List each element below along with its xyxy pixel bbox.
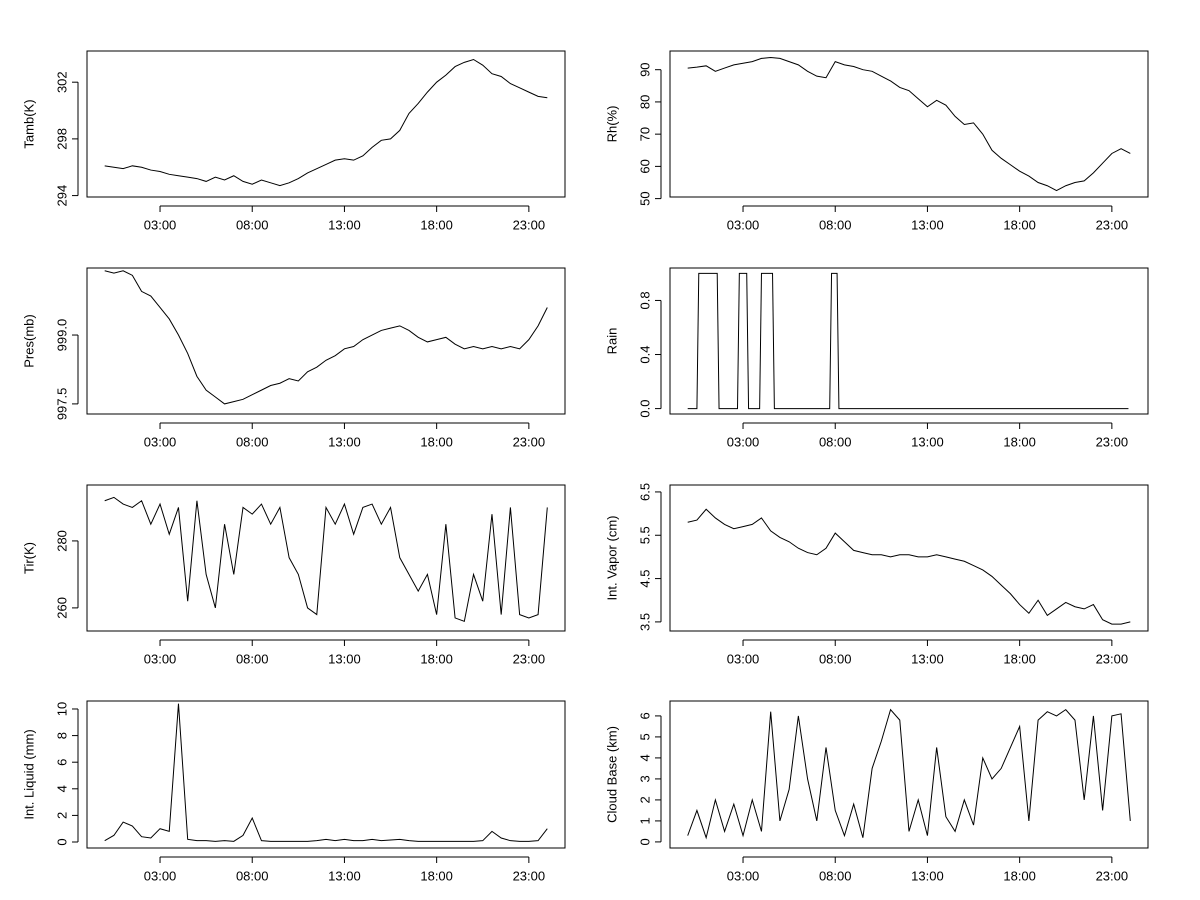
x-tick-label: 08:00 [819,868,852,883]
x-tick-label: 03:00 [727,217,760,232]
data-line [104,58,548,187]
data-line [687,708,1131,840]
y-tick-label: 5.5 [637,526,652,544]
x-tick-label: 03:00 [144,434,177,449]
y-tick-label: 50 [637,191,652,205]
x-tick-label: 03:00 [144,868,177,883]
y-axis-label: Int. Liquid (mm) [21,729,36,819]
data-line [687,272,1129,410]
x-tick-label: 08:00 [819,434,852,449]
data-line [687,508,1131,625]
y-tick-label: 0 [54,838,69,845]
y-tick-label: 260 [54,597,69,619]
y-tick-label: 997.5 [54,388,69,421]
x-tick-label: 03:00 [727,868,760,883]
x-tick-label: 18:00 [420,217,453,232]
x-tick-label: 13:00 [911,868,944,883]
y-tick-label: 0.8 [637,291,652,309]
y-axis-label: Pres(mb) [21,314,36,367]
y-axis-label: Rh(%) [604,106,619,143]
y-tick-label: 10 [54,702,69,716]
y-tick-label: 4 [54,785,69,792]
plot-box [86,700,566,849]
plot-box [669,484,1149,632]
x-tick-label: 23:00 [1096,434,1129,449]
y-tick-label: 90 [637,62,652,76]
data-line [104,270,548,405]
y-axis-label: Rain [604,328,619,355]
x-tick-label: 23:00 [513,434,546,449]
plot-box [669,267,1149,415]
x-tick-label: 13:00 [328,651,361,666]
y-tick-label: 70 [637,127,652,141]
x-tick-label: 13:00 [328,434,361,449]
y-tick-label: 2 [54,812,69,819]
x-tick-label: 18:00 [1003,868,1036,883]
x-tick-label: 23:00 [1096,868,1129,883]
x-tick-label: 03:00 [727,434,760,449]
y-tick-label: 5 [637,733,652,740]
x-tick-label: 13:00 [328,217,361,232]
x-tick-label: 08:00 [236,434,269,449]
x-tick-label: 18:00 [1003,217,1036,232]
data-line [687,56,1131,192]
x-tick-label: 08:00 [236,868,269,883]
x-tick-label: 23:00 [513,217,546,232]
x-tick-label: 23:00 [1096,217,1129,232]
x-tick-label: 18:00 [1003,434,1036,449]
plot-box [86,484,566,632]
y-tick-label: 6.5 [637,483,652,501]
y-tick-label: 3.5 [637,613,652,631]
data-line [104,703,548,842]
y-tick-label: 60 [637,159,652,173]
y-axis-label: Cloud Base (km) [604,726,619,823]
y-tick-label: 3 [637,775,652,782]
x-tick-label: 23:00 [513,868,546,883]
x-tick-label: 08:00 [236,651,269,666]
y-axis-label: Int. Vapor (cm) [604,515,619,600]
x-tick-label: 18:00 [1003,651,1036,666]
x-tick-label: 13:00 [911,434,944,449]
plot-box [86,267,566,415]
plot-box [669,50,1149,198]
y-tick-label: 298 [54,128,69,150]
y-tick-label: 0.4 [637,345,652,363]
plot-box [86,50,566,198]
x-tick-label: 23:00 [513,651,546,666]
x-tick-label: 08:00 [819,217,852,232]
x-tick-label: 08:00 [236,217,269,232]
x-tick-label: 03:00 [727,651,760,666]
y-tick-label: 8 [54,732,69,739]
y-tick-label: 6 [637,712,652,719]
x-tick-label: 23:00 [1096,651,1129,666]
x-tick-label: 03:00 [144,217,177,232]
y-tick-label: 6 [54,759,69,766]
y-tick-label: 0.0 [637,400,652,418]
x-tick-label: 08:00 [819,651,852,666]
x-tick-label: 18:00 [420,651,453,666]
x-tick-label: 03:00 [144,651,177,666]
x-tick-label: 18:00 [420,868,453,883]
y-tick-label: 4.5 [637,570,652,588]
y-tick-label: 999.0 [54,319,69,352]
y-tick-label: 80 [637,95,652,109]
plot-box [669,700,1149,849]
y-tick-label: 1 [637,817,652,824]
x-tick-label: 13:00 [911,217,944,232]
y-axis-label: Tir(K) [21,542,36,574]
y-tick-label: 4 [637,754,652,761]
data-line [104,496,548,622]
y-axis-label: Tamb(K) [21,99,36,148]
x-tick-label: 18:00 [420,434,453,449]
y-tick-label: 0 [637,838,652,845]
y-tick-label: 2 [637,796,652,803]
y-tick-label: 280 [54,530,69,552]
x-tick-label: 13:00 [911,651,944,666]
y-tick-label: 294 [54,185,69,207]
y-tick-label: 302 [54,71,69,93]
x-tick-label: 13:00 [328,868,361,883]
